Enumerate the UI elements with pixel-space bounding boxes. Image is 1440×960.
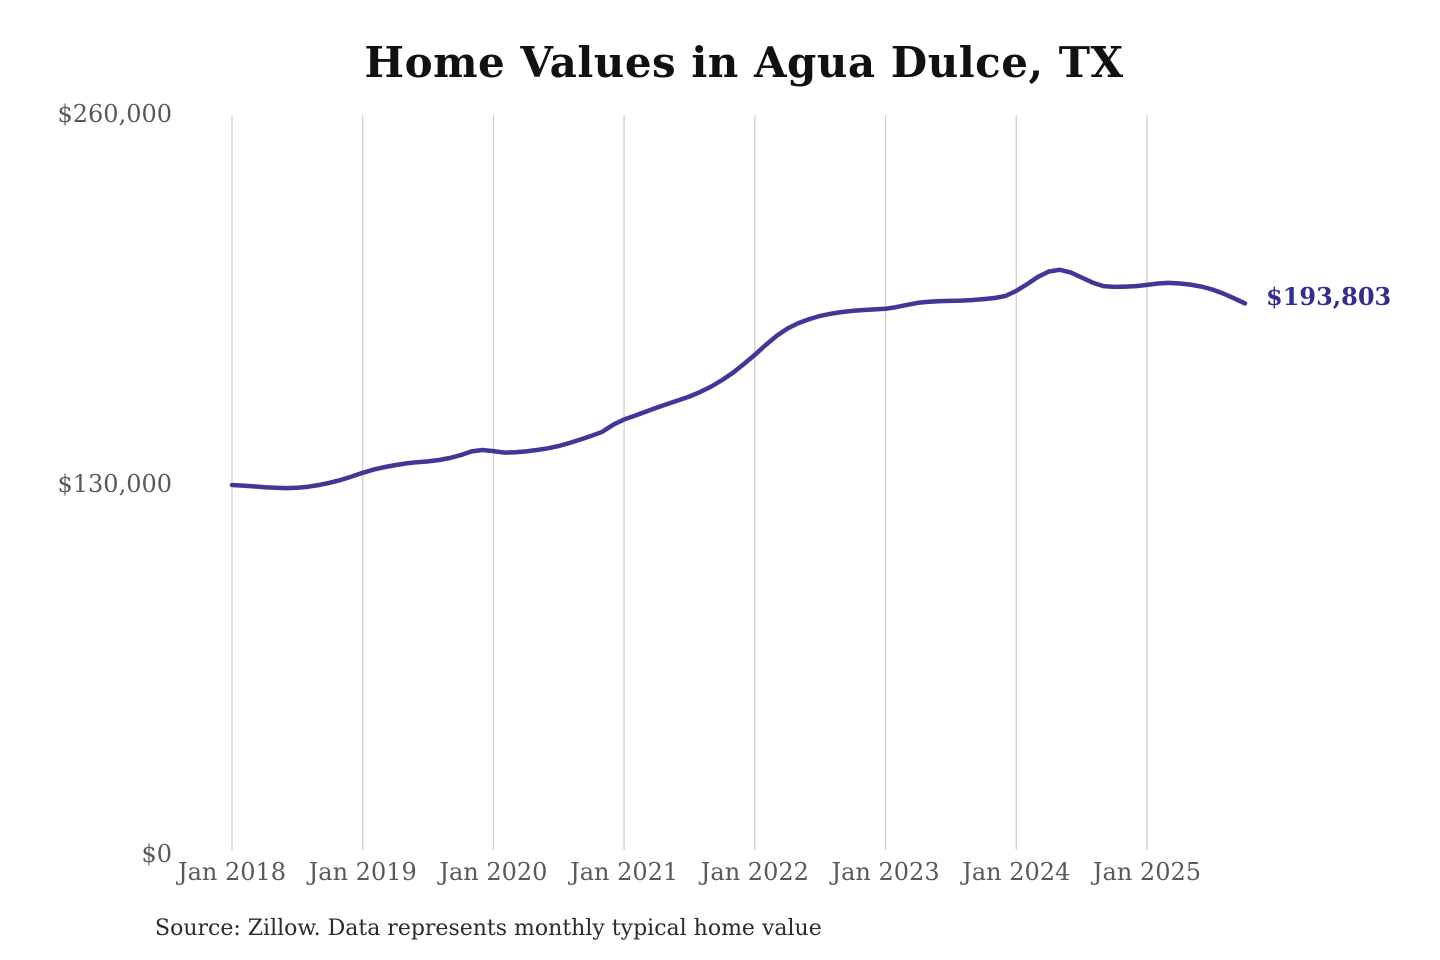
home-value-line [229,267,1248,491]
x-tick-jan-2025: Jan 2025 [1092,858,1201,886]
y-tick-260000: $260,000 [57,100,172,128]
year-gridlines [231,115,1148,850]
x-tick-jan-2020: Jan 2020 [439,858,548,886]
y-tick-0: $0 [141,840,172,868]
source-note: Source: Zillow. Data represents monthly … [155,916,822,941]
x-tick-jan-2019: Jan 2019 [308,858,417,886]
x-tick-jan-2021: Jan 2021 [570,858,679,886]
x-tick-jan-2018: Jan 2018 [177,858,287,886]
y-tick-130000: $130,000 [57,470,172,498]
x-tick-jan-2023: Jan 2023 [831,858,940,886]
x-tick-jan-2022: Jan 2022 [700,858,809,886]
latest-value-label: $193,803 [1266,282,1392,311]
x-tick-jan-2024: Jan 2024 [962,858,1071,886]
chart-title: Home Values in Agua Dulce, TX [364,38,1124,87]
